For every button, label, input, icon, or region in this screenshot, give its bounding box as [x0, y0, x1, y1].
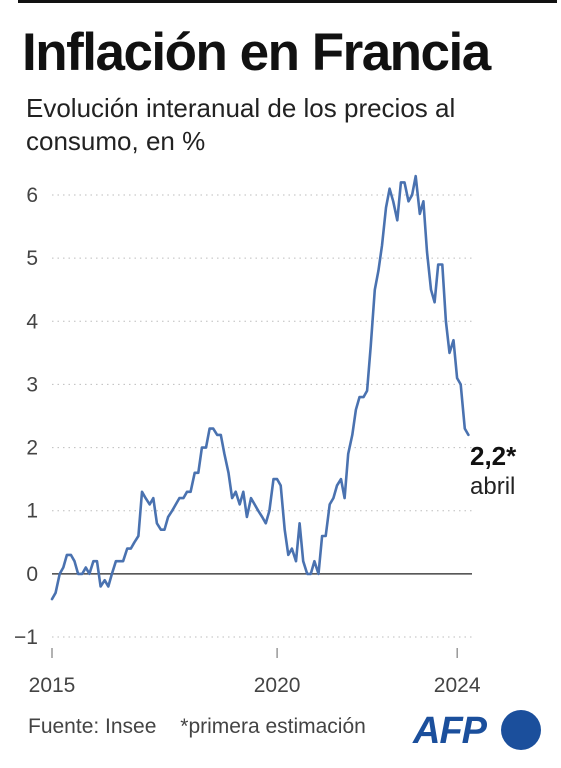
afp-logo: AFP: [413, 708, 543, 754]
annotation-value: 2,2*: [470, 441, 517, 471]
axis-layer: −1 0 1 2 3 4 5 6 2015 2020 2024: [14, 184, 481, 697]
y-tick-label: −1: [14, 626, 38, 649]
y-tick-label: 3: [26, 373, 38, 396]
annotation-label: abril: [470, 473, 515, 500]
afp-logo-text: AFP: [413, 710, 487, 752]
chart-title: Inflación en Francia: [22, 23, 491, 82]
line-chart: −1 0 1 2 3 4 5 6 2015 2020 2024 2,2*abril: [14, 174, 517, 697]
footer: Fuente: Insee *primera estimación: [28, 715, 384, 739]
y-tick-label: 5: [26, 247, 38, 270]
y-tick-label: 6: [26, 184, 38, 207]
top-rule: [18, 0, 557, 3]
x-tick-label: 2015: [29, 674, 76, 697]
source-note: Fuente: Insee: [28, 715, 157, 738]
chart-subtitle: Evolución interanual de los precios al c…: [26, 93, 456, 156]
annotation-layer: 2,2*abril: [470, 441, 517, 500]
inflation-series-line: [50, 174, 470, 601]
y-tick-label: 0: [26, 563, 38, 586]
y-tick-label: 1: [26, 500, 38, 523]
series-layer: [50, 174, 470, 601]
grid-layer: [52, 194, 472, 638]
y-tick-label: 4: [26, 310, 38, 333]
estimate-note: *primera estimación: [180, 715, 366, 738]
y-tick-label: 2: [26, 437, 38, 460]
x-tick-label: 2020: [254, 674, 301, 697]
afp-logo-dot-icon: [501, 710, 541, 750]
x-tick-label: 2024: [434, 674, 481, 697]
